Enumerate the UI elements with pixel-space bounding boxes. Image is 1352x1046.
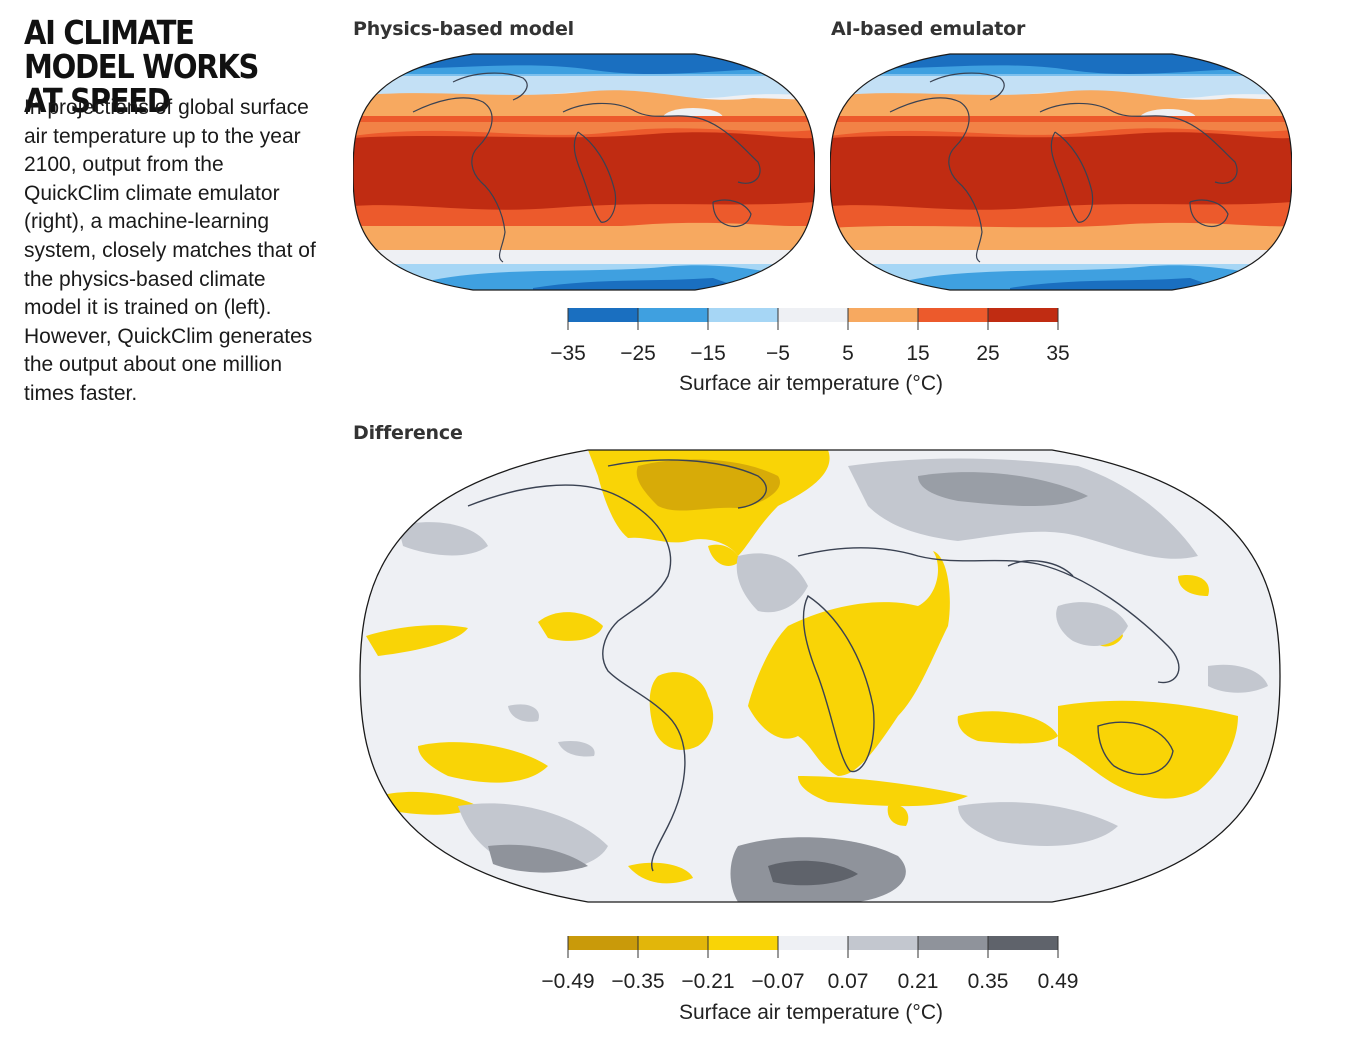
difference-legend-swatch <box>568 936 638 950</box>
temperature-legend-tick-label: −15 <box>690 342 726 365</box>
temperature-legend-tick-label: −35 <box>550 342 586 365</box>
difference-legend: −0.49 −0.35 −0.21 −0.07 0.07 0.21 0.35 0.49 Sur… <box>541 936 1079 1024</box>
temperature-legend-tick-label: 5 <box>842 342 854 365</box>
temperature-legend-title: Surface air temperature (°C) <box>679 372 943 395</box>
physics-model-map <box>353 53 815 291</box>
temperature-legend-tick-label: 35 <box>1046 342 1069 365</box>
ai-emulator-title: AI-based emulator <box>831 18 1026 40</box>
temperature-legend-swatch <box>918 308 988 322</box>
ai-emulator-map <box>830 53 1292 291</box>
temperature-legend-swatch <box>778 308 848 322</box>
temperature-legend-swatch <box>638 308 708 322</box>
physics-model-title: Physics-based model <box>353 18 574 40</box>
difference-legend-swatch <box>708 936 778 950</box>
temperature-legend-tick-label: 15 <box>906 342 929 365</box>
difference-legend-tick-label: 0.35 <box>968 970 1009 993</box>
difference-legend-tick-label: −0.35 <box>611 970 664 993</box>
temperature-legend-swatch <box>848 308 918 322</box>
headline: AI CLIMATE MODEL WORKS AT SPEED <box>24 13 259 120</box>
temperature-legend-swatch <box>708 308 778 322</box>
difference-legend-swatch <box>988 936 1058 950</box>
temperature-legend-tick-label: −5 <box>766 342 790 365</box>
difference-title: Difference <box>353 422 463 444</box>
difference-legend-tick-label: 0.21 <box>898 970 939 993</box>
difference-legend-title: Surface air temperature (°C) <box>679 1001 943 1024</box>
difference-legend-tick-label: 0.49 <box>1038 970 1079 993</box>
difference-legend-swatch <box>778 936 848 950</box>
difference-legend-swatch <box>848 936 918 950</box>
temperature-legend: −35 −25 −15 −5 5 15 25 35 Surface air temperatu… <box>550 308 1070 395</box>
difference-legend-tick-label: 0.07 <box>828 970 869 993</box>
temperature-legend-swatch <box>988 308 1058 322</box>
difference-legend-tick-label: −0.21 <box>681 970 734 993</box>
difference-legend-swatch <box>638 936 708 950</box>
temperature-legend-tick-label: −25 <box>620 342 656 365</box>
temperature-legend-tick-label: 25 <box>976 342 999 365</box>
difference-legend-tick-label: −0.07 <box>751 970 804 993</box>
difference-map <box>359 449 1281 903</box>
caption: In projections of global surface air tem… <box>24 96 316 405</box>
difference-legend-swatch <box>918 936 988 950</box>
difference-legend-tick-label: −0.49 <box>541 970 594 993</box>
temperature-legend-swatch <box>568 308 638 322</box>
